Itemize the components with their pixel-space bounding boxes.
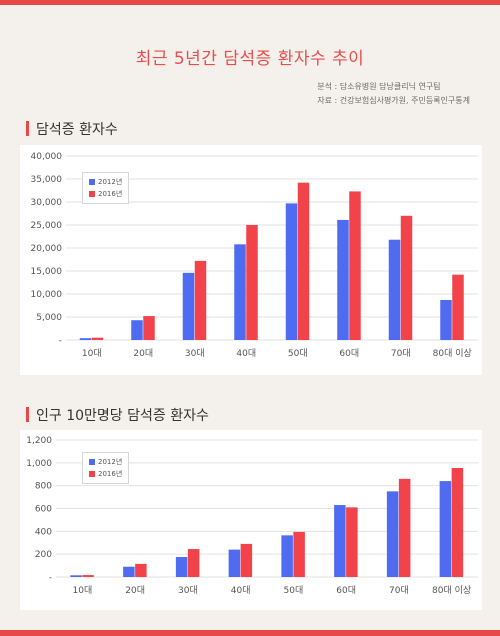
chart1-bar-2012 — [440, 299, 452, 340]
chart1-bar-2016 — [194, 260, 207, 340]
chart1-xtick-label: 70대 — [391, 348, 411, 359]
section-marker — [26, 121, 29, 136]
chart2-bar-2012 — [386, 491, 399, 577]
chart1-bar-2016 — [246, 225, 258, 340]
legend-swatch-2012 — [89, 458, 95, 465]
chart2-ytick-label: 400 — [35, 527, 52, 537]
chart1-xtick-label: 40대 — [236, 348, 256, 359]
chart2-xtick-label: 40대 — [231, 585, 251, 596]
chart1-bar-2016 — [91, 337, 104, 340]
chart1-ytick-label: 30,000 — [31, 198, 63, 208]
source-note: 분석 : 담소유병원 담낭클리닉 연구팀 자료 : 건강보험심사평가원, 주민등… — [317, 80, 470, 108]
chart1-bar-2016 — [349, 191, 361, 340]
chart1-bar-2012 — [234, 244, 246, 340]
chart2-title: 인구 10만명당 담석증 환자수 — [26, 405, 209, 425]
chart1-panel: - 5,000 10,000 15,000 20,000 25,000 30,000 35,0… — [20, 145, 482, 375]
chart1-ytick-label: 20,000 — [31, 244, 63, 254]
chart1-bar-2016 — [297, 182, 310, 340]
chart1-xtick-label: 10대 — [82, 348, 102, 359]
chart2-ytick-label: 800 — [35, 482, 52, 492]
chart2-bar-2012 — [175, 557, 188, 577]
source-analysis: 분석 : 담소유병원 담낭클리닉 연구팀 — [317, 82, 441, 91]
chart2-bar-2012 — [70, 575, 82, 577]
chart2-legend-2012: 2012년 — [89, 456, 122, 468]
chart2-ytick-label: 600 — [35, 505, 52, 515]
chart2-bar-2016 — [82, 575, 94, 577]
chart1-bar-2012 — [388, 239, 401, 340]
chart1-xtick-label: 30대 — [185, 348, 205, 359]
chart2-bar-2016 — [451, 467, 464, 577]
legend-swatch-2016 — [89, 470, 95, 477]
page-title: 최근 5년간 담석증 환자수 추이 — [135, 49, 365, 69]
chart1-title: 담석증 환자수 — [26, 119, 118, 139]
chart2-xtick-label: 60대 — [336, 585, 356, 596]
chart1-ytick-label: - — [59, 336, 62, 346]
chart1-bar-2012 — [285, 203, 298, 340]
chart2-bar-2016 — [398, 478, 411, 577]
chart2-bar-2016 — [187, 549, 200, 577]
chart1-legend: 2012년 2016년 — [82, 172, 130, 204]
section-marker — [26, 407, 29, 422]
chart1-bar-2012 — [337, 219, 349, 340]
chart2-bar-2012 — [439, 481, 452, 577]
legend-swatch-2012 — [89, 178, 95, 185]
chart2-svg: - 200 400 600 800 1,000 1,200 10대 20대 30대 40대 50대 60… — [26, 436, 478, 596]
chart1-bar-2012 — [182, 272, 195, 340]
legend-swatch-2016 — [89, 190, 95, 197]
chart1-xtick-label: 60대 — [339, 348, 359, 359]
chart1-bar-2016 — [143, 316, 155, 340]
chart1-ytick-label: 35,000 — [31, 175, 63, 185]
chart2-bar-2012 — [334, 505, 346, 577]
source-data: 자료 : 건강보험심사평가원, 주민등록인구통계 — [317, 96, 470, 105]
chart1-bar-2012 — [131, 320, 143, 340]
chart2-bar-2012 — [228, 549, 241, 577]
chart2-bar-2016 — [293, 531, 305, 577]
chart1-ytick-label: 40,000 — [31, 152, 63, 162]
chart1-legend-2012: 2012년 — [89, 176, 122, 188]
chart2-bar-2016 — [346, 507, 358, 577]
chart1-ytick-label: 5,000 — [36, 313, 62, 323]
chart2-xtick-label: 50대 — [284, 585, 304, 596]
chart2-ytick-label: - — [49, 573, 52, 583]
bottom-accent-bar — [0, 630, 500, 636]
chart2-legend-2016: 2016년 — [89, 468, 122, 480]
chart2-bar-2012 — [281, 535, 293, 577]
chart2-xtick-label: 20대 — [125, 585, 145, 596]
chart2-bar-2016 — [135, 563, 147, 577]
chart2-xtick-label: 80대 이상 — [432, 585, 471, 596]
chart2-legend: 2012년 2016년 — [82, 452, 130, 484]
chart1-xtick-label: 50대 — [288, 348, 308, 359]
chart2-bar-2012 — [123, 566, 135, 577]
chart1-ytick-label: 15,000 — [31, 267, 63, 277]
chart2-xtick-label: 70대 — [389, 585, 409, 596]
chart1-xtick-label: 80대 이상 — [433, 348, 472, 359]
chart1-xtick-label: 20대 — [133, 348, 153, 359]
chart2-bar-2016 — [240, 543, 253, 577]
chart2-ytick-label: 1,000 — [26, 459, 52, 469]
chart2-xtick-label: 30대 — [178, 585, 198, 596]
chart2-panel: - 200 400 600 800 1,000 1,200 10대 20대 30대 40대 50대 60… — [20, 430, 482, 610]
chart1-legend-2016: 2016년 — [89, 188, 122, 200]
chart2-ytick-label: 1,200 — [26, 436, 52, 446]
chart1-ytick-label: 25,000 — [31, 221, 63, 231]
chart1-bar-2016 — [400, 215, 413, 340]
chart2-ytick-label: 200 — [35, 550, 52, 560]
top-accent-bar — [0, 0, 500, 5]
chart1-svg: - 5,000 10,000 15,000 20,000 25,000 30,000 35,0… — [31, 152, 478, 359]
chart1-bar-2016 — [452, 274, 464, 340]
chart1-bar-2012 — [79, 338, 92, 340]
chart1-ytick-label: 10,000 — [31, 290, 63, 300]
chart2-xtick-label: 10대 — [73, 585, 93, 596]
